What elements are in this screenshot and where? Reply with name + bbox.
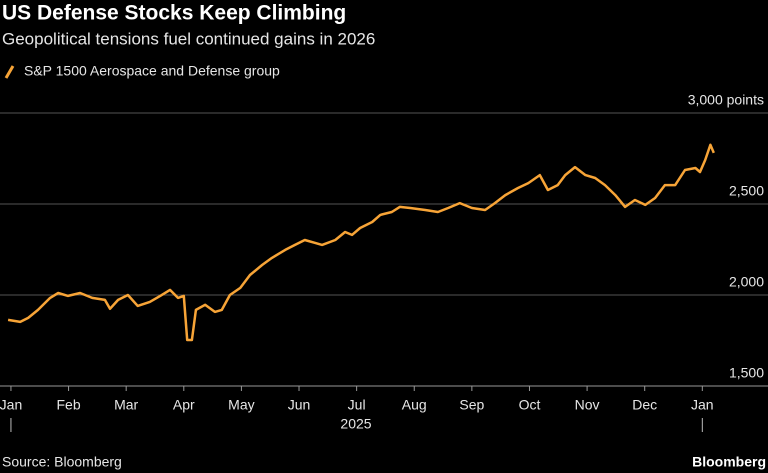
x-tick-label: Oct <box>519 397 541 413</box>
x-tick-label: Apr <box>173 397 195 413</box>
x-tick-label: Jan <box>691 397 714 413</box>
x-tick-label: May <box>228 397 254 413</box>
chart-subtitle: Geopolitical tensions fuel continued gai… <box>2 29 375 48</box>
x-tick-label: Jun <box>288 397 311 413</box>
x-tick-label: Aug <box>402 397 427 413</box>
y-tick-label: 1,500 <box>729 365 764 381</box>
chart-title: US Defense Stocks Keep Climbing <box>2 2 346 25</box>
x-tick-label: Dec <box>632 397 657 413</box>
x-tick-label: Jul <box>348 397 366 413</box>
x-year-label: 2025 <box>340 416 371 432</box>
x-tick-label: Feb <box>56 397 80 413</box>
x-tick-label: Jan <box>0 397 22 413</box>
legend-swatch <box>4 65 15 79</box>
x-tick-label: Sep <box>459 397 484 413</box>
y-tick-label: 3,000 points <box>688 92 764 108</box>
source: Source: Bloomberg <box>2 454 122 470</box>
series-line <box>7 143 715 342</box>
x-tick-label: Mar <box>114 397 138 413</box>
x-tick-label: Nov <box>575 397 600 413</box>
y-tick-label: 2,000 <box>729 274 764 290</box>
brand: Bloomberg <box>692 454 766 470</box>
y-tick-label: 2,500 <box>729 183 764 199</box>
legend-label: S&P 1500 Aerospace and Defense group <box>24 63 280 79</box>
